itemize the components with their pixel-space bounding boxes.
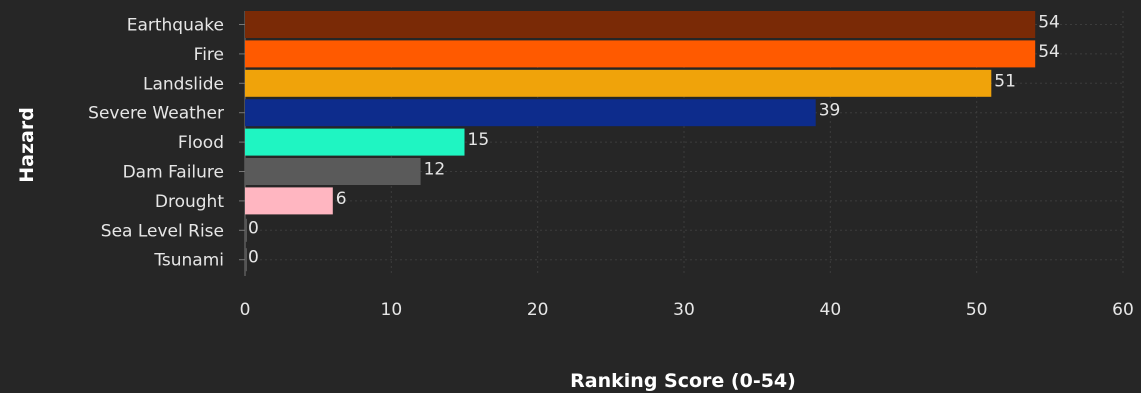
x-tick-label: 50 (966, 300, 988, 320)
bar (245, 218, 247, 242)
bar (245, 69, 992, 97)
data-label: 54 (1038, 13, 1060, 33)
bar (245, 248, 247, 272)
bar-group (245, 11, 1036, 272)
category-label: Dam Failure (123, 163, 224, 183)
bar (245, 40, 1036, 68)
x-tick-label: 60 (1112, 300, 1134, 320)
bar (245, 99, 816, 127)
bar (245, 187, 333, 215)
x-tick-label: 40 (820, 300, 842, 320)
category-labels: Earthquake Fire Landslide Severe Weather Flo… (88, 16, 224, 271)
bar (245, 128, 465, 156)
category-label: Severe Weather (88, 104, 224, 124)
data-label: 54 (1038, 42, 1060, 62)
category-label: Tsunami (153, 251, 224, 271)
category-label: Drought (155, 192, 224, 212)
category-label: Fire (194, 45, 224, 65)
category-label: Landslide (143, 74, 224, 94)
bar (245, 158, 421, 185)
value-labels: 54 54 51 39 15 12 6 0 0 (248, 13, 1060, 268)
data-label: 15 (468, 130, 490, 150)
category-label: Sea Level Rise (101, 221, 224, 241)
data-label: 6 (336, 189, 347, 209)
data-label: 12 (424, 160, 446, 180)
bar (245, 11, 1036, 38)
x-tick-labels: 0 10 20 30 40 50 60 (240, 300, 1134, 320)
x-tick-label: 30 (673, 300, 695, 320)
x-tick-label: 20 (527, 300, 549, 320)
x-tick-label: 0 (240, 300, 251, 320)
data-label: 0 (248, 218, 259, 238)
data-label: 39 (819, 101, 841, 121)
data-label: 51 (994, 71, 1016, 91)
x-axis-title: Ranking Score (0-54) (570, 370, 796, 392)
y-axis-title: Hazard (16, 107, 38, 183)
x-tick-label: 10 (381, 300, 403, 320)
category-label: Flood (178, 133, 224, 153)
category-label: Earthquake (127, 16, 224, 36)
data-label: 0 (248, 248, 259, 268)
